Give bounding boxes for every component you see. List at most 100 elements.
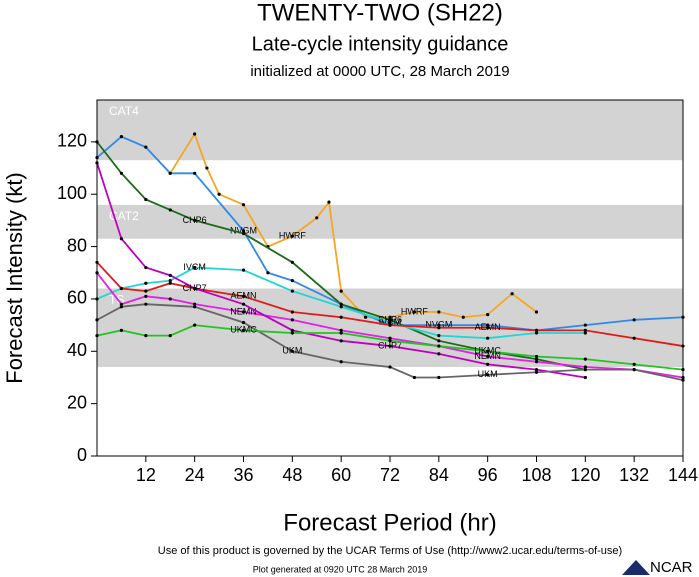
- series-point: [327, 200, 331, 204]
- logo-text: NCAR: [650, 559, 693, 576]
- series-line: [96, 135, 684, 332]
- series-point: [193, 265, 197, 270]
- series-point: [388, 320, 392, 325]
- series-label: NVGM: [230, 225, 257, 235]
- series-point: [193, 218, 197, 223]
- series-point: [632, 368, 636, 372]
- series-point: [339, 315, 343, 319]
- series-label: CHP6: [378, 314, 402, 324]
- series-point: [486, 362, 490, 366]
- y-tick-label: 100: [57, 183, 87, 203]
- y-tick-label: 60: [67, 288, 87, 308]
- series-point: [290, 349, 294, 353]
- series-point: [388, 323, 392, 327]
- series-point: [486, 373, 490, 377]
- series-point: [632, 362, 636, 366]
- series-point: [119, 135, 124, 139]
- series-point: [486, 313, 490, 317]
- series-point: [144, 145, 148, 149]
- series-point: [534, 368, 539, 372]
- band-label: CAT2: [109, 209, 139, 223]
- logo-mark: [622, 560, 650, 575]
- series-point: [534, 331, 539, 335]
- series-point: [583, 331, 587, 335]
- series-point: [315, 216, 319, 220]
- series-point: [119, 328, 124, 332]
- series-point: [193, 132, 197, 136]
- init-time: initialized at 0000 UTC, 28 March 2019: [250, 63, 509, 80]
- series-point: [119, 305, 124, 309]
- band-label: CAT4: [109, 104, 139, 118]
- series-point: [144, 197, 148, 202]
- series-point: [339, 302, 343, 306]
- y-tick-label: 40: [67, 340, 87, 360]
- series-point: [205, 166, 209, 170]
- series-point: [388, 318, 392, 322]
- series-point: [388, 339, 392, 343]
- series-point: [144, 265, 148, 270]
- series-point: [290, 310, 294, 314]
- series-point: [534, 328, 539, 332]
- x-tick-label: 144: [668, 465, 698, 485]
- series-point: [119, 302, 124, 306]
- series-point: [534, 357, 539, 361]
- series-label: HWRF: [401, 306, 428, 316]
- y-tick-label: 80: [67, 235, 87, 255]
- series-point: [168, 208, 172, 212]
- series-point: [241, 320, 246, 325]
- x-tick-label: 24: [185, 465, 205, 485]
- series-point: [339, 289, 343, 293]
- series-label: CHP7: [378, 340, 402, 350]
- series-point: [144, 302, 148, 306]
- series-label: IVCM: [379, 317, 402, 327]
- series-point: [144, 294, 148, 298]
- y-tick-label: 0: [77, 445, 87, 465]
- x-tick-label: 132: [619, 465, 649, 485]
- series-point: [534, 310, 539, 314]
- series-point: [193, 286, 197, 291]
- series-point: [486, 336, 490, 340]
- series-point: [193, 305, 197, 309]
- series-point: [437, 339, 441, 343]
- series-point: [144, 333, 148, 338]
- band-label: CAT1: [109, 243, 139, 257]
- category-band: [97, 288, 683, 367]
- series-point: [266, 271, 270, 275]
- series-point: [290, 289, 294, 293]
- series-label: AEMN: [230, 291, 256, 301]
- x-axis-title: Forecast Period (hr): [283, 509, 496, 536]
- series-label: HWRF: [279, 230, 306, 240]
- category-band: [97, 100, 683, 161]
- series-point: [388, 336, 392, 340]
- series-point: [339, 360, 343, 364]
- series-point: [290, 331, 294, 335]
- series-point: [534, 370, 539, 374]
- chart-title: TWENTY-TWO (SH22): [257, 0, 503, 26]
- x-tick-label: 120: [570, 465, 600, 485]
- series-point: [290, 318, 294, 322]
- x-tick-label: 12: [136, 465, 156, 485]
- series-point: [241, 203, 246, 207]
- series-point: [412, 310, 417, 314]
- series-point: [193, 302, 197, 306]
- series-point: [388, 365, 392, 369]
- series-label: AEMN: [475, 322, 501, 332]
- series-point: [486, 323, 490, 327]
- series-label: UKMC: [230, 325, 257, 335]
- series-point: [119, 171, 124, 175]
- series-point: [339, 339, 343, 343]
- series-point: [583, 368, 587, 372]
- series-point: [339, 328, 343, 332]
- series-point: [241, 294, 246, 298]
- series-point: [290, 279, 294, 283]
- generated: Plot generated at 0920 UTC 28 March 2019: [253, 564, 428, 574]
- series-point: [241, 302, 246, 306]
- x-tick-label: 72: [380, 465, 400, 485]
- series-point: [241, 310, 246, 314]
- series-point: [437, 326, 441, 330]
- series-point: [168, 333, 172, 338]
- series-point: [363, 315, 368, 319]
- series-point: [290, 234, 294, 238]
- series-label: UKMC: [474, 346, 501, 356]
